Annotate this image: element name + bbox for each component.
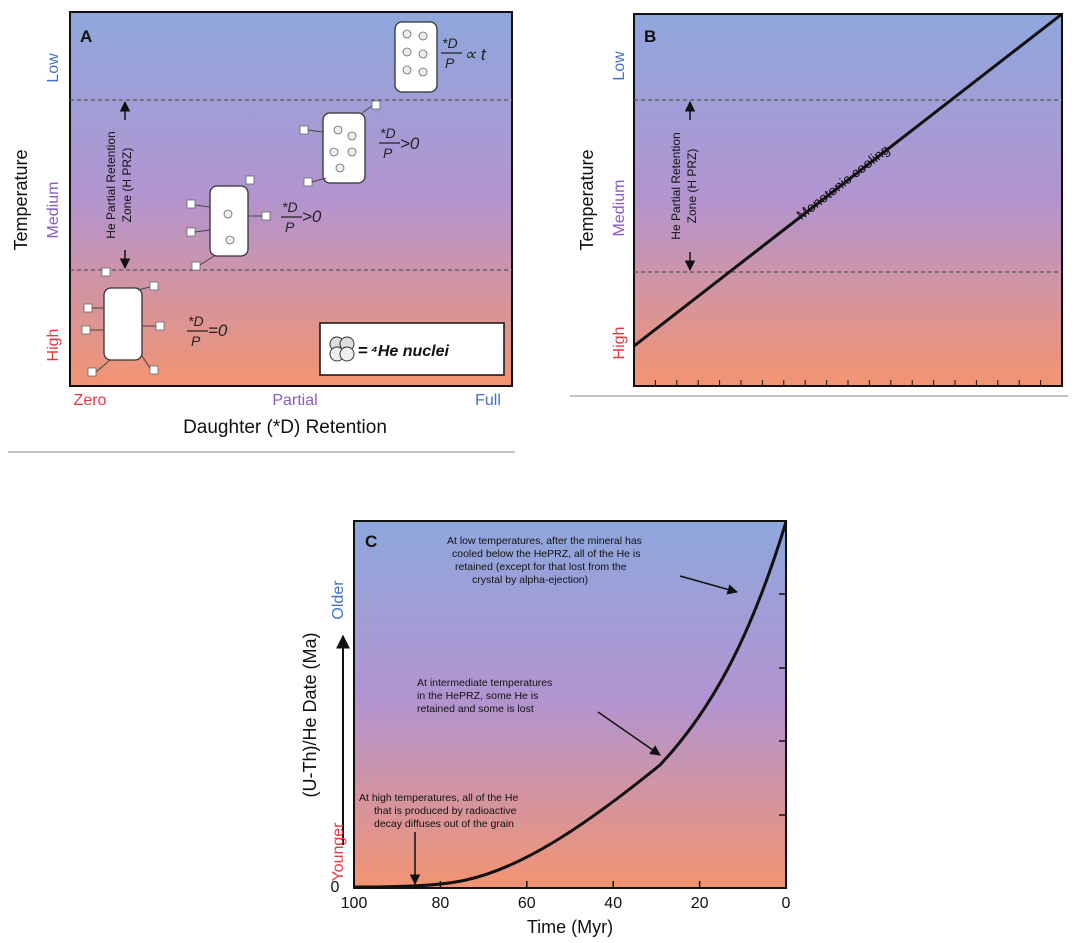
panel-a-x-full: Full bbox=[475, 392, 501, 409]
panel-a-x-zero: Zero bbox=[74, 392, 107, 409]
panel-a: A He Partial Retention Zone (H PRZ) Temp… bbox=[8, 11, 515, 453]
panel-c-x-tick-label: 100 bbox=[341, 895, 368, 912]
annotation-high-temp: At high temperatures, all of the He that… bbox=[359, 792, 518, 886]
svg-text:in the HePRZ, some He is: in the HePRZ, some He is bbox=[417, 690, 538, 702]
grain-full-retention bbox=[394, 21, 438, 93]
panel-a-letter: A bbox=[80, 27, 92, 46]
svg-text:P: P bbox=[445, 55, 455, 71]
panel-c-x-ticks: 100 80 60 40 20 0 bbox=[341, 881, 791, 912]
grain-partial-retention-1 bbox=[186, 175, 271, 271]
panel-c-y-axis-title: (U-Th)/He Date (Ma) bbox=[300, 632, 320, 797]
panel-a-legend: = ⁴He nuclei bbox=[319, 322, 505, 376]
panel-b-y-low: Low bbox=[611, 51, 628, 81]
panel-b-prz-label-line2: Zone (H PRZ) bbox=[685, 149, 699, 224]
svg-text:At intermediate temperatures: At intermediate temperatures bbox=[417, 677, 552, 689]
panel-c-y-zero: 0 bbox=[331, 879, 340, 896]
ratio-zero-label: *D P =0 bbox=[187, 313, 228, 349]
panel-c-x-tick-label: 20 bbox=[691, 895, 709, 912]
svg-text:At low temperatures, after the: At low temperatures, after the mineral h… bbox=[447, 535, 642, 547]
panel-b-y-axis-title: Temperature bbox=[577, 149, 597, 250]
panel-a-prz-label-line2: Zone (H PRZ) bbox=[120, 148, 134, 223]
annotation-intermediate-temp: At intermediate temperatures in the HePR… bbox=[417, 677, 661, 756]
legend-equals: = bbox=[358, 341, 368, 360]
monotonic-cooling-line bbox=[633, 12, 1063, 348]
svg-text:∝ t: ∝ t bbox=[464, 45, 487, 64]
svg-text:At high temperatures, all of t: At high temperatures, all of the He bbox=[359, 792, 518, 804]
svg-text:>0: >0 bbox=[400, 134, 420, 153]
panel-c-x-axis-title: Time (Myr) bbox=[527, 917, 613, 937]
panel-b-letter: B bbox=[644, 27, 656, 46]
svg-text:=0: =0 bbox=[208, 321, 228, 340]
he-nucleus-icon bbox=[329, 336, 355, 362]
svg-text:retained and some is lost: retained and some is lost bbox=[417, 703, 534, 715]
svg-text:retained (except for that lost: retained (except for that lost from the bbox=[455, 561, 627, 573]
date-vs-time-curve bbox=[353, 521, 788, 889]
svg-text:*D: *D bbox=[380, 125, 396, 141]
panel-c-letter: C bbox=[365, 532, 377, 551]
panel-c: C (U-Th)/He Date (Ma) Older Younger 0 10… bbox=[300, 520, 791, 937]
ratio-positive-label-1: *D P >0 bbox=[281, 199, 322, 235]
panel-b-plot-area bbox=[633, 13, 1063, 387]
svg-text:crystal by alpha-ejection): crystal by alpha-ejection) bbox=[472, 574, 588, 586]
ratio-proportional-label: *D P ∝ t bbox=[441, 35, 487, 71]
svg-text:P: P bbox=[191, 333, 201, 349]
ratio-positive-label-2: *D P >0 bbox=[379, 125, 420, 161]
annotation-low-temp: At low temperatures, after the mineral h… bbox=[447, 535, 739, 595]
panel-a-prz-label-line1: He Partial Retention bbox=[104, 131, 118, 238]
grain-partial-retention-2 bbox=[299, 100, 381, 187]
panel-c-x-tick-label: 60 bbox=[518, 895, 536, 912]
panel-c-right-ticks bbox=[779, 593, 786, 816]
svg-text:*D: *D bbox=[442, 35, 458, 51]
grain-zero-retention bbox=[81, 267, 165, 377]
panel-a-x-partial: Partial bbox=[272, 392, 317, 409]
legend-label: ⁴He nuclei bbox=[371, 343, 450, 360]
svg-text:*D: *D bbox=[188, 313, 204, 329]
panel-b-x-ticks bbox=[654, 380, 1042, 386]
panel-a-y-medium: Medium bbox=[45, 182, 62, 239]
panel-c-x-tick-label: 80 bbox=[432, 895, 450, 912]
svg-text:cooled below the HePRZ, all of: cooled below the HePRZ, all of the He is bbox=[452, 548, 641, 560]
panel-c-y-older: Older bbox=[330, 580, 347, 620]
svg-text:that is produced by radioactiv: that is produced by radioactive bbox=[374, 805, 517, 817]
panel-c-x-tick-label: 0 bbox=[782, 895, 791, 912]
svg-text:P: P bbox=[383, 145, 393, 161]
panel-a-y-low: Low bbox=[45, 53, 62, 83]
svg-text:*D: *D bbox=[282, 199, 298, 215]
panel-a-x-axis-title: Daughter (*D) Retention bbox=[183, 417, 387, 438]
panel-c-x-tick-label: 40 bbox=[604, 895, 622, 912]
panel-b-y-medium: Medium bbox=[611, 180, 628, 237]
svg-text:>0: >0 bbox=[302, 207, 322, 226]
panel-a-y-axis-title: Temperature bbox=[11, 149, 31, 250]
panel-b: B He Partial Retention Zone (H PRZ) Temp… bbox=[570, 12, 1068, 397]
svg-text:decay diffuses out of the grai: decay diffuses out of the grain bbox=[374, 818, 514, 830]
panel-c-plot-area bbox=[353, 520, 787, 889]
panel-b-prz-label-line1: He Partial Retention bbox=[669, 132, 683, 239]
panel-b-y-high: High bbox=[611, 327, 628, 360]
svg-text:P: P bbox=[285, 219, 295, 235]
panel-c-y-younger: Younger bbox=[330, 822, 347, 882]
panel-a-y-high: High bbox=[45, 329, 62, 362]
